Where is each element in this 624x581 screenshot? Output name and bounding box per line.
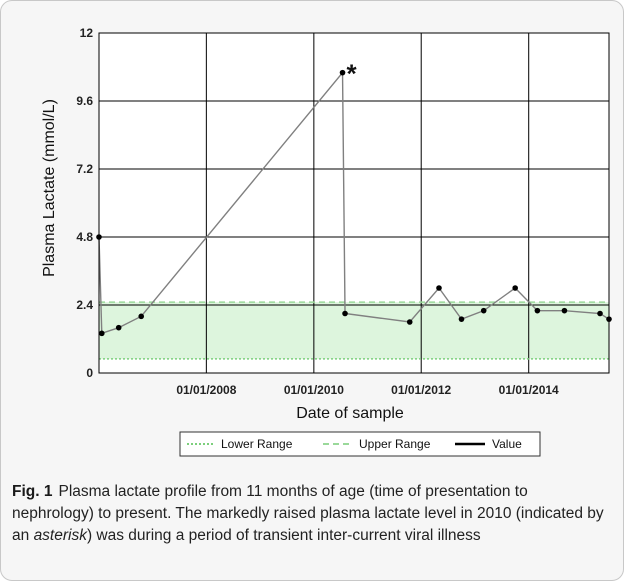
y-tick-label: 0 [86,366,93,380]
line-chart: 02.44.87.29.612 01/01/2008 01/01/2010 01/0… [41,26,612,457]
asterisk-annotation: * [347,59,358,89]
x-axis-label: Date of sample [296,405,404,422]
reference-range-band [99,302,609,359]
data-point [480,307,487,314]
caption-italic: asterisk [33,527,87,544]
data-point [342,310,348,317]
data-point [512,285,518,291]
data-point [458,316,465,322]
data-point [138,313,145,320]
legend-label-upper-range: Upper Range [359,437,431,451]
legend-box [179,431,541,457]
y-tick-label: 7.2 [76,162,93,176]
y-tick-label: 12 [80,26,94,40]
caption-text-1: Plasma lactate profile from 11 months of… [12,483,604,544]
range-lines [99,301,609,360]
data-point [534,307,541,314]
data-point [339,69,346,76]
legend-label-lower-range: Lower Range [221,437,293,451]
y-tick-label: 4.8 [76,230,93,244]
x-tick-label: 01/01/2010 [284,383,344,397]
data-point [561,307,568,314]
y-tick-label: 9.6 [76,94,93,108]
data-point [406,319,413,325]
y-axis-ticks: 0 2.4 4.8 7.2 9.6 12 [76,26,93,380]
x-axis-ticks: 01/01/2008 01/01/2010 01/01/2012 01/01/2014 [176,383,559,397]
y-tick-label: 2.4 [76,298,93,312]
figure-label: Fig. 1 [12,483,53,500]
caption-text-2: ) was during a period of transient inter… [86,527,481,544]
legend-label-value: Value [492,437,522,451]
x-tick-label: 01/01/2008 [176,383,236,397]
x-tick-label: 01/01/2012 [391,383,451,397]
legend: Lower Range Upper Range Value [179,431,541,457]
plot-border [98,32,610,374]
data-point [115,324,122,331]
x-tick-label: 01/01/2014 [499,383,559,397]
y-axis-label: Plasma Lactate (mmol/L) [41,99,58,277]
data-point [98,330,105,337]
data-point [597,310,603,317]
series-value [96,69,612,337]
figure-caption: Fig. 1 Plasma lactate profile from 11 mon… [12,481,612,547]
data-point [436,285,442,291]
